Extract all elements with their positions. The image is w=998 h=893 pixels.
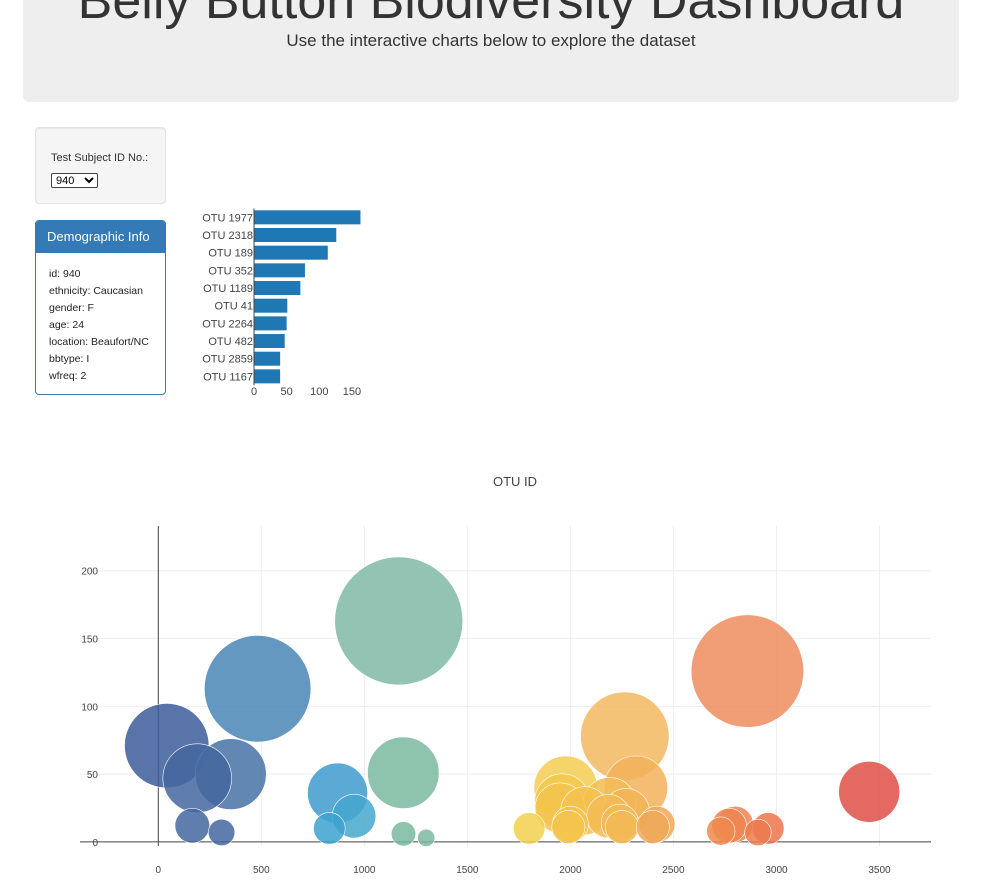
bubble-10: [838, 760, 900, 823]
bubble-33: [744, 818, 772, 847]
bubble-5: [367, 736, 440, 809]
bubble-x-tick-500: 500: [253, 865, 270, 876]
bar-label-0: OTU 1977: [202, 212, 253, 224]
demographic-panel-title: Demographic Info: [36, 221, 165, 253]
bar-label-7: OTU 482: [208, 336, 253, 348]
bubble-y-tick-200: 200: [81, 567, 98, 578]
bar-label-2: OTU 189: [208, 248, 253, 260]
bubble-y-tick-150: 150: [81, 635, 98, 646]
bar-6: [254, 316, 287, 331]
bar-x-tick-100: 100: [310, 386, 328, 398]
bar-3: [254, 263, 305, 278]
bubble-x-tick-1000: 1000: [353, 865, 376, 876]
bubble-1: [690, 614, 804, 728]
demo-gender: gender: F: [49, 302, 94, 314]
bubble-34: [390, 821, 417, 847]
bubble-0: [334, 556, 464, 686]
bubble-x-tick-3000: 3000: [765, 865, 788, 876]
demographic-panel-body: id: 940 ethnicity: Caucasian gender: F a…: [36, 253, 165, 385]
demographic-panel: Demographic Info id: 940 ethnicity: Cauc…: [35, 220, 166, 395]
bubble-y-tick-0: 0: [92, 838, 98, 849]
bar-x-tick-0: 0: [251, 386, 257, 398]
bar-x-tick-50: 50: [281, 386, 293, 398]
bar-9: [254, 369, 281, 384]
bar-label-8: OTU 2859: [202, 354, 253, 366]
bar-1: [254, 228, 337, 243]
top10-otu-bar-chart: OTU 1977 OTU 2318 OTU 189 OTU 352 OTU 1189 OT…: [202, 208, 361, 398]
bubble-28: [313, 812, 346, 845]
bubble-x-tick-3500: 3500: [868, 865, 891, 876]
bar-x-tick-150: 150: [343, 386, 361, 398]
bar-0: [254, 210, 361, 225]
bubble-7: [162, 743, 232, 813]
bubble-x-tick-2500: 2500: [662, 865, 685, 876]
demo-location: location: Beaufort/NC: [49, 336, 149, 348]
bubble-x-tick-2000: 2000: [559, 865, 582, 876]
demo-wfreq: wfreq: 2: [49, 370, 87, 382]
bubble-2: [204, 635, 312, 743]
bubble-26: [604, 810, 639, 844]
bar-label-3: OTU 352: [208, 265, 253, 277]
bar-5: [254, 298, 288, 313]
subject-selector-well: Test Subject ID No.: 940: [35, 127, 166, 204]
bar-7: [254, 334, 285, 349]
subject-selector-label: Test Subject ID No.:: [51, 152, 149, 164]
bar-label-6: OTU 2264: [202, 318, 253, 330]
demo-bbtype: bbtype: I: [49, 353, 90, 365]
bubble-25: [551, 810, 586, 844]
page-title: Belly Button Biodiversity Dashboard: [77, 0, 905, 30]
bar-label-9: OTU 1167: [203, 371, 253, 383]
bubble-31: [706, 816, 736, 846]
bubble-35: [417, 828, 436, 847]
demo-age: age: 24: [49, 319, 85, 331]
bubble-chart-title: OTU ID: [493, 474, 537, 489]
page-subtitle: Use the interactive charts below to expl…: [286, 31, 696, 50]
bubble-27: [635, 810, 670, 844]
bubble-y-tick-50: 50: [87, 770, 99, 781]
bar-label-1: OTU 2318: [202, 230, 253, 242]
subject-id-select[interactable]: 940: [51, 173, 98, 188]
bubble-23: [174, 807, 210, 844]
bar-8: [254, 351, 281, 366]
bubble-29: [513, 812, 546, 845]
bubble-x-tick-0: 0: [156, 865, 162, 876]
bubble-32: [207, 818, 236, 847]
bar-label-5: OTU 41: [214, 301, 253, 313]
bubble-y-tick-100: 100: [81, 702, 98, 713]
header-jumbotron: Belly Button Biodiversity Dashboard Use …: [23, 0, 959, 102]
bar-label-4: OTU 1189: [203, 283, 253, 295]
bar-4: [254, 281, 301, 296]
bubble-x-tick-1500: 1500: [456, 865, 479, 876]
otu-bubble-chart: OTU ID 0 500 1000 1500 2000 2500 3000 3500 0 50 100…: [80, 474, 931, 876]
demo-id: id: 940: [49, 268, 81, 280]
demo-ethnicity: ethnicity: Caucasian: [49, 285, 143, 297]
bar-2: [254, 245, 328, 260]
